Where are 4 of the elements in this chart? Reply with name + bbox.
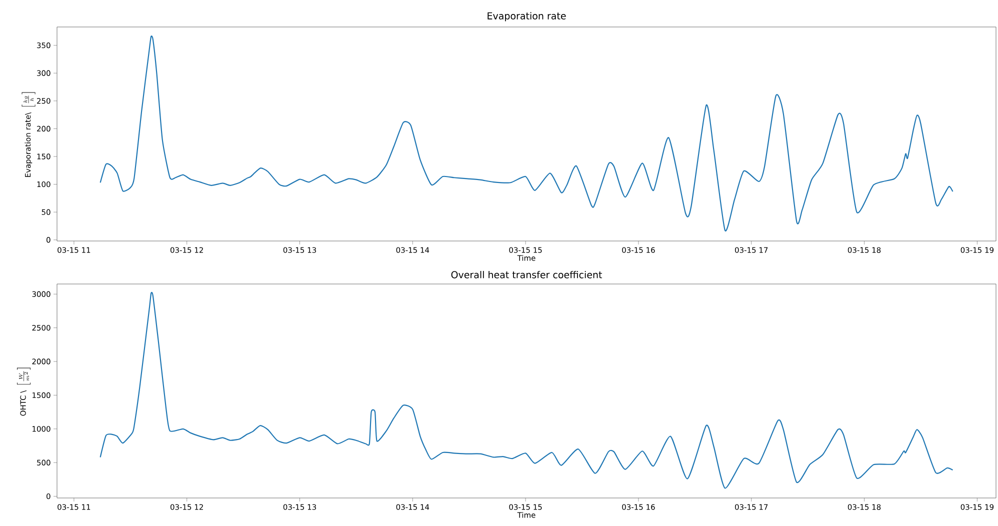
y-axis-title: $\text{OHTC \textbackslash\ }\left[\frac{W}{m^2}\right]$ [17, 368, 31, 416]
chart-title: Overall heat transfer coefficient [451, 270, 602, 278]
y-axis-title: $\text{Evaporation rate\textbackslash\ }\left[\frac{kg}{h}\right]$ [22, 92, 36, 177]
chart-title: Evaporation rate [488, 12, 566, 22]
